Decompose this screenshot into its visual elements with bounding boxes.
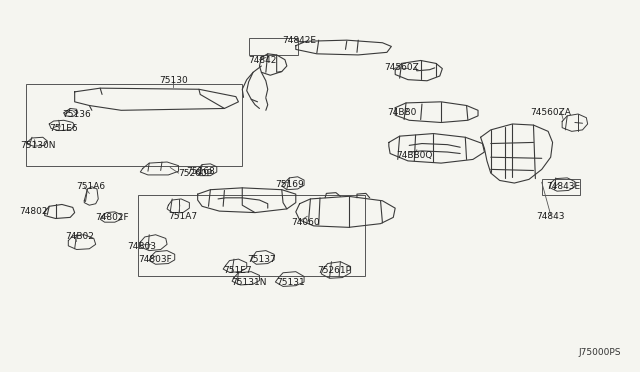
Text: 75137: 75137 [246,255,275,264]
Text: 74BB0: 74BB0 [387,108,416,117]
Text: 74BB0Q: 74BB0Q [396,151,433,160]
Text: J75000PS: J75000PS [579,347,621,357]
Bar [248,38,298,55]
Bar [138,195,365,276]
Text: 74060: 74060 [291,218,320,227]
Text: 74B03: 74B03 [127,243,157,251]
Text: 74560ZA: 74560ZA [531,108,571,117]
Text: 74B02: 74B02 [65,232,94,241]
Text: 74802: 74802 [19,206,48,216]
Text: 75131: 75131 [276,278,305,287]
Text: 751E7: 751E7 [223,266,252,275]
Text: 751A6: 751A6 [77,182,106,191]
Text: 75136: 75136 [62,109,91,119]
Text: 75131N: 75131N [231,278,266,287]
Text: 75130N: 75130N [20,141,56,150]
Text: 74560Z: 74560Z [384,63,419,72]
Text: 751A7: 751A7 [168,212,198,221]
Text: 751E6: 751E6 [49,124,78,133]
Text: 74802F: 74802F [96,213,129,222]
Text: 75169: 75169 [275,180,304,189]
Text: 74842: 74842 [248,56,277,65]
Text: 75130: 75130 [159,76,188,85]
Text: 74843E: 74843E [546,182,580,191]
Text: 75168: 75168 [186,167,215,176]
Text: 74843: 74843 [537,212,565,221]
Text: 74842E: 74842E [282,36,316,45]
Text: 75260P: 75260P [179,169,212,177]
Bar [26,84,243,166]
Bar [541,179,580,195]
Text: 74803F: 74803F [138,255,172,264]
Text: 75261P: 75261P [317,266,351,275]
